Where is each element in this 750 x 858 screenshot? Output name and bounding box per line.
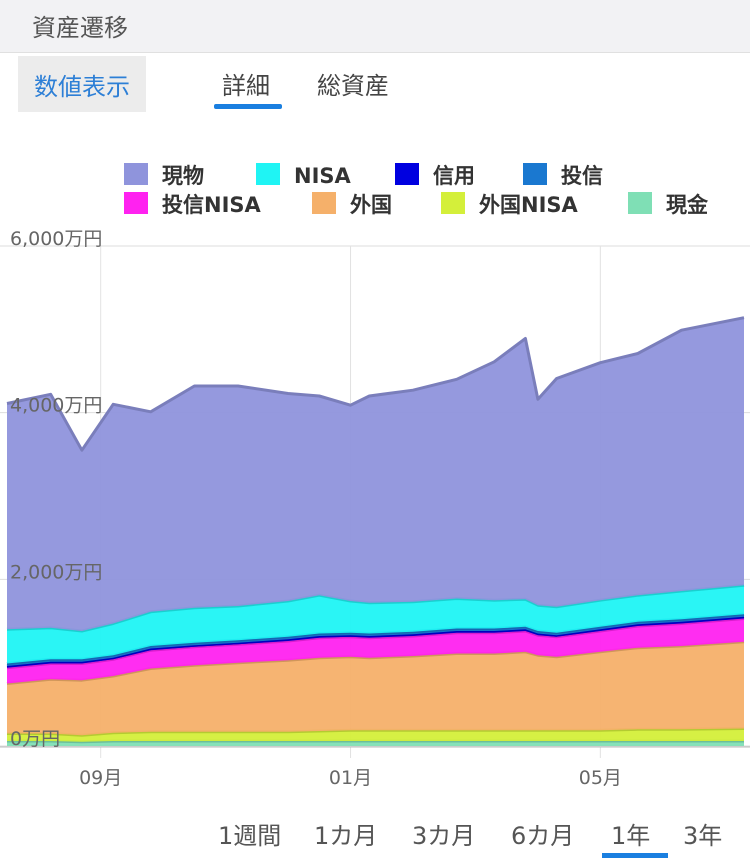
active-tab-indicator bbox=[214, 104, 282, 109]
page-title: 資産遷移 bbox=[32, 14, 128, 42]
legend-label: 現金 bbox=[666, 193, 709, 217]
range-1-year[interactable]: 1年 bbox=[611, 822, 651, 850]
y-tick-label: 6,000万円 bbox=[10, 228, 102, 250]
legend-swatch bbox=[441, 192, 465, 214]
area-series bbox=[7, 614, 744, 666]
area-series bbox=[7, 618, 744, 684]
range-3-years[interactable]: 3年 bbox=[683, 822, 723, 850]
range-1-month[interactable]: 1カ月 bbox=[314, 822, 378, 850]
legend-swatch bbox=[312, 192, 336, 214]
numeric-display-label: 数値表示 bbox=[34, 72, 130, 101]
legend-swatch bbox=[124, 192, 148, 214]
legend-swatch bbox=[628, 192, 652, 214]
legend-label: NISA bbox=[294, 164, 352, 188]
series-line bbox=[6, 316, 745, 452]
y-tick-label: 4,000万円 bbox=[10, 395, 102, 417]
range-3-months[interactable]: 3カ月 bbox=[412, 822, 476, 850]
area-series bbox=[7, 641, 744, 736]
series-line bbox=[7, 739, 744, 744]
area-series bbox=[7, 317, 744, 631]
legend-label: 投信NISA bbox=[162, 193, 262, 217]
legend-swatch bbox=[523, 163, 547, 185]
header-bar: 資産遷移 bbox=[0, 0, 750, 53]
range-6-months[interactable]: 6カ月 bbox=[511, 822, 575, 850]
range-1-week[interactable]: 1週間 bbox=[218, 822, 282, 850]
tab-total-assets[interactable]: 総資産 bbox=[317, 72, 389, 100]
legend-label: 外国NISA bbox=[479, 193, 579, 217]
asset-history-chart: 0万円 2,000万円 4,000万円 6,000万円 09月 01月 05月 現物 NISA 信… bbox=[0, 163, 750, 789]
legend-swatch bbox=[256, 163, 280, 185]
x-tick-label: 01月 bbox=[329, 767, 372, 789]
y-tick-label: 2,000万円 bbox=[10, 561, 102, 583]
tab-detail[interactable]: 詳細 bbox=[222, 72, 270, 100]
x-tick-label: 09月 bbox=[79, 767, 122, 789]
legend-label: 信用 bbox=[433, 164, 475, 188]
legend-swatch bbox=[395, 163, 419, 185]
x-tick-label: 05月 bbox=[579, 767, 622, 789]
legend-label: 投信 bbox=[561, 164, 603, 188]
time-range-selector: 1週間 1カ月 3カ月 6カ月 1年 3年 bbox=[0, 806, 750, 858]
legend-swatch bbox=[124, 163, 148, 185]
numeric-display-button[interactable]: 数値表示 bbox=[18, 56, 146, 112]
legend-label: 現物 bbox=[162, 164, 204, 188]
legend-label: 外国 bbox=[350, 193, 392, 217]
y-tick-label: 0万円 bbox=[10, 728, 60, 750]
area-series bbox=[7, 585, 744, 664]
